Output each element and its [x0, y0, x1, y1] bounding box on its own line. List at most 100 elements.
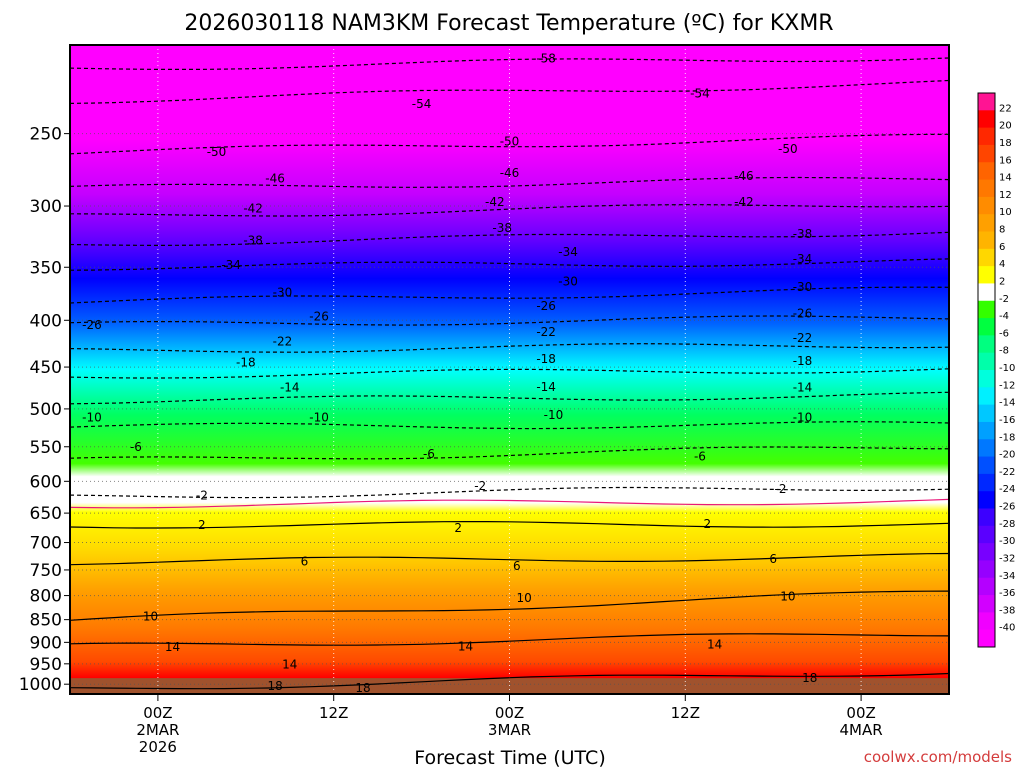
- colorbar-swatch: [978, 318, 995, 336]
- isotherm-label: -38: [243, 233, 263, 247]
- isotherm-label: -30: [793, 280, 813, 294]
- colorbar-swatch: [978, 577, 995, 596]
- isotherm-label: -2: [474, 479, 486, 493]
- colorbar: 22 20 18 16 14 12 10 8 6 4 2 -2 -4 -6 -8 -10 -12 -14 -16 -1…: [977, 92, 1015, 648]
- y-tick-label: 950: [30, 655, 62, 675]
- colorbar-label: -36: [999, 588, 1015, 599]
- y-tick-label: 900: [30, 633, 62, 653]
- y-tick-label: 850: [30, 611, 62, 631]
- freezing-level-line: [69, 498, 950, 509]
- x-tick-label: 4MAR: [840, 721, 883, 739]
- colorbar-label: -40: [999, 623, 1015, 634]
- isotherm-label: 10: [517, 591, 532, 605]
- colorbar-swatch: [978, 370, 995, 388]
- colorbar-label: 16: [999, 155, 1012, 166]
- isotherm-label: 14: [282, 658, 297, 672]
- isotherm-label: -2: [775, 482, 787, 496]
- y-tick-label: 250: [30, 125, 62, 145]
- isotherm-label: 18: [267, 679, 282, 693]
- colorbar-label: -28: [999, 519, 1015, 530]
- colorbar-label: -10: [999, 363, 1015, 374]
- colorbar-label: -30: [999, 536, 1015, 547]
- x-tick-label: 3MAR: [488, 721, 531, 739]
- isotherm-label: 14: [707, 638, 722, 652]
- isotherm-label: 18: [802, 671, 817, 685]
- isotherm-label: 14: [458, 640, 473, 654]
- isotherm-label: -50: [778, 142, 798, 156]
- colorbar-label: -26: [999, 502, 1015, 513]
- colorbar-label: -32: [999, 553, 1015, 564]
- colorbar-label: -18: [999, 432, 1015, 443]
- colorbar-swatch: [978, 543, 995, 561]
- colorbar-label: -8: [999, 346, 1009, 357]
- colorbar-label: -2: [999, 294, 1009, 305]
- gridlines: [70, 45, 949, 694]
- colorbar-label: -24: [999, 484, 1015, 495]
- isotherm-label: -18: [793, 354, 813, 368]
- isotherm-label: -30: [273, 286, 293, 300]
- colorbar-swatch: [978, 387, 995, 406]
- isotherm-label: -18: [236, 356, 256, 370]
- credit-link[interactable]: coolwx.com/models: [864, 748, 1012, 766]
- colorbar-label: 6: [999, 242, 1005, 253]
- colorbar-swatch: [978, 560, 995, 579]
- colorbar-label: -12: [999, 380, 1015, 391]
- isotherm-line: [69, 520, 950, 529]
- isotherm-label: -18: [536, 352, 556, 366]
- isotherm-label: -6: [694, 450, 706, 464]
- y-tick-label: 400: [30, 311, 62, 331]
- x-tick-label: 00Z: [495, 704, 524, 722]
- colorbar-label: -22: [999, 467, 1015, 478]
- colorbar-label: 8: [999, 225, 1005, 236]
- isotherm-label: -22: [793, 331, 813, 345]
- isotherm-label: -42: [485, 195, 505, 209]
- y-axis: 2503003504004505005506006507007508008509…: [19, 125, 70, 695]
- colorbar-swatch: [978, 144, 995, 163]
- isotherm-label: -50: [207, 145, 227, 159]
- y-tick-label: 550: [30, 438, 62, 458]
- isotherm-label: -54: [690, 87, 710, 101]
- isotherm-label: -42: [734, 195, 754, 209]
- isotherm-label: -26: [536, 299, 556, 313]
- colorbar-label: 18: [999, 138, 1012, 149]
- y-tick-label: 800: [30, 587, 62, 607]
- isotherm-label: -30: [558, 275, 578, 289]
- x-axis-label: Forecast Time (UTC): [414, 747, 605, 768]
- isotherm-label: 6: [301, 554, 309, 568]
- isotherm-label: -38: [793, 227, 813, 241]
- y-tick-label: 600: [30, 472, 62, 492]
- isotherm-label: -14: [793, 381, 813, 395]
- colorbar-label: 22: [999, 103, 1012, 114]
- colorbar-swatch: [978, 456, 995, 475]
- colorbar-swatch: [978, 179, 995, 198]
- isotherm-label: -46: [734, 169, 754, 183]
- y-tick-label: 750: [30, 561, 62, 581]
- x-tick-label: 00Z: [846, 704, 875, 722]
- colorbar-label: -34: [999, 571, 1015, 582]
- isotherm-label: -34: [793, 252, 813, 266]
- isotherm-label: -2: [196, 489, 208, 503]
- colorbar-swatch: [978, 214, 995, 232]
- colorbar-swatch: [978, 335, 995, 354]
- isotherm-label: -14: [536, 380, 556, 394]
- isotherm-label: 10: [143, 609, 158, 623]
- isotherm-label: -34: [558, 245, 578, 259]
- isotherm-label: -26: [82, 318, 102, 332]
- y-tick-label: 650: [30, 504, 62, 524]
- colorbar-swatch: [978, 491, 995, 509]
- colorbar-swatch: [978, 473, 995, 492]
- isotherm-label: 2: [703, 517, 711, 531]
- x-tick-label: 12Z: [319, 704, 348, 722]
- colorbar-label: -4: [999, 311, 1009, 322]
- plot-area: -58-54-54-50-50-50-46 -46 -46-42 -42 -42-38-…: [69, 44, 950, 695]
- colorbar-swatch: [978, 421, 995, 440]
- colorbar-label: 12: [999, 190, 1012, 201]
- colorbar-swatch: [978, 266, 995, 284]
- colorbar-swatch: [978, 196, 995, 215]
- colorbar-swatch: [978, 629, 995, 648]
- colorbar-swatch: [978, 231, 995, 250]
- isotherm-line: [69, 672, 950, 690]
- colorbar-label: -6: [999, 328, 1009, 339]
- colorbar-swatch: [978, 110, 995, 129]
